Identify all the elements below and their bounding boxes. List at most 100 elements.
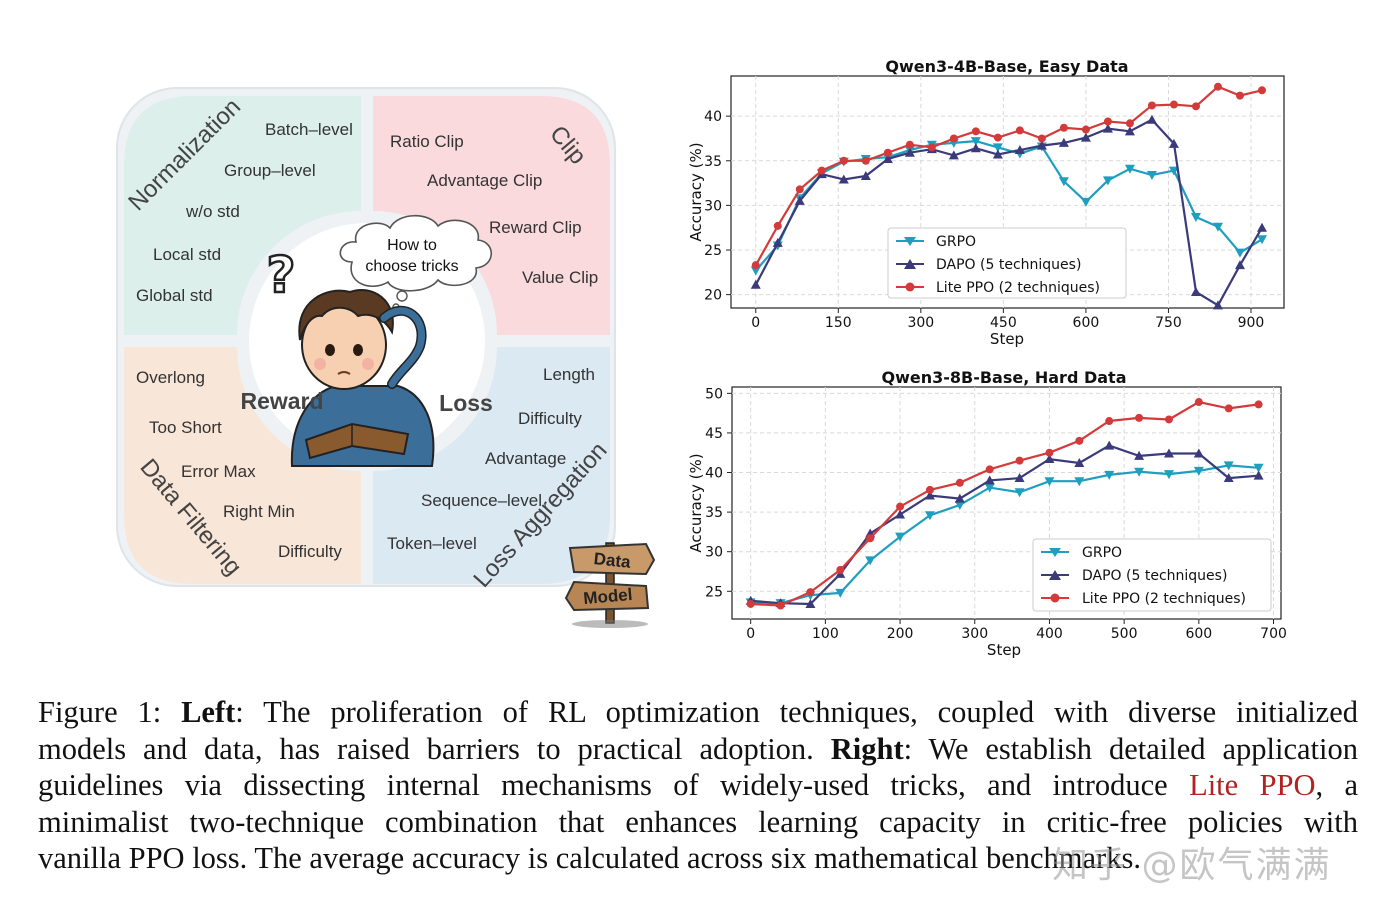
data-point-dapo-5-techniques bbox=[1124, 126, 1135, 136]
data-point-dapo-5-techniques bbox=[948, 150, 959, 160]
caption-text: guidelines via dissecting internal mecha… bbox=[38, 768, 1190, 803]
data-point-dapo-5-techniques bbox=[984, 475, 995, 485]
caption-text: : The proliferation of RL optimization t… bbox=[235, 695, 1358, 729]
data-point-dapo-5-techniques bbox=[794, 195, 805, 205]
data-point-lite-ppo-2-techniques bbox=[866, 534, 875, 543]
confused-boy-illustration bbox=[290, 289, 435, 467]
data-point-grpo bbox=[1234, 248, 1245, 258]
data-point-lite-ppo-2-techniques bbox=[971, 127, 980, 136]
data-point-grpo bbox=[835, 588, 846, 598]
norm-item: Local std bbox=[153, 245, 221, 264]
data-point-dapo-5-techniques bbox=[805, 598, 816, 608]
caption-line-4: minimalist two-technique combination tha… bbox=[38, 804, 1358, 839]
x-tick-label: 450 bbox=[990, 315, 1017, 331]
data-point-dapo-5-techniques bbox=[838, 174, 849, 184]
data-point-lite-ppo-2-techniques bbox=[1037, 134, 1046, 143]
y-ticks: 20 25 30 35 40 bbox=[704, 109, 731, 304]
data-point-dapo-5-techniques bbox=[1080, 132, 1091, 142]
y-tick-label: 40 bbox=[704, 109, 722, 125]
legend-label: GRPO bbox=[1082, 545, 1122, 561]
series-layer bbox=[745, 398, 1264, 610]
x-tick-label: 300 bbox=[907, 315, 934, 331]
loss-item: Difficulty bbox=[518, 409, 582, 428]
data-filtering-quadrant bbox=[124, 347, 361, 584]
data-point-grpo bbox=[1163, 470, 1174, 480]
caption-text: models and data, has raised barriers to … bbox=[38, 731, 831, 766]
y-axis-label: Accuracy (%) bbox=[687, 142, 705, 241]
data-point-dapo-5-techniques bbox=[1074, 458, 1085, 468]
data-point-lite-ppo-2-techniques bbox=[985, 465, 994, 474]
loss-aggregation-quadrant bbox=[373, 347, 610, 584]
loss-item: Advantage bbox=[485, 449, 566, 468]
data-point-dapo-5-techniques bbox=[1036, 140, 1047, 150]
y-tick-label: 35 bbox=[704, 154, 722, 170]
data-point-dapo-5-techniques bbox=[1146, 114, 1157, 124]
norm-item: Batch–level bbox=[265, 120, 353, 139]
data-point-grpo bbox=[1058, 177, 1069, 187]
data-point-grpo bbox=[1212, 222, 1223, 232]
filter-item: Error Max bbox=[181, 462, 256, 481]
data-point-grpo bbox=[1168, 166, 1179, 176]
data-point-dapo-5-techniques bbox=[860, 170, 871, 180]
data-point-grpo bbox=[1146, 171, 1157, 181]
y-tick-label: 35 bbox=[705, 505, 723, 521]
clip-item: Reward Clip bbox=[489, 218, 582, 237]
data-point-dapo-5-techniques bbox=[970, 143, 981, 153]
legend-label: Lite PPO (2 techniques) bbox=[936, 280, 1100, 296]
data-point-grpo bbox=[1256, 235, 1267, 245]
caption-line-1: Figure 1: Left: The proliferation of RL … bbox=[38, 694, 1358, 731]
data-point-dapo-5-techniques bbox=[904, 147, 915, 157]
x-tick-label: 100 bbox=[812, 626, 839, 642]
data-point-grpo bbox=[970, 137, 981, 147]
data-point-lite-ppo-2-techniques bbox=[1135, 413, 1144, 422]
loss-label: Loss bbox=[439, 390, 493, 416]
data-point-dapo-5-techniques bbox=[1044, 454, 1055, 464]
data-point-lite-ppo-2-techniques bbox=[883, 148, 892, 157]
x-axis-label: Step bbox=[990, 330, 1024, 348]
data-point-lite-ppo-2-techniques bbox=[993, 133, 1002, 142]
chart-hard-data: Qwen3-8B-Base, Hard Data 0 100 200 300 400 50… bbox=[687, 368, 1287, 659]
data-point-grpo bbox=[992, 143, 1003, 153]
data-point-dapo-5-techniques bbox=[1256, 222, 1267, 232]
y-tick-label: 50 bbox=[705, 386, 723, 402]
data-point-lite-ppo-2-techniques bbox=[1164, 415, 1173, 424]
x-ticks: 0 150 300 450 600 750 900 bbox=[751, 308, 1264, 331]
data-point-lite-ppo-2-techniques bbox=[925, 485, 934, 494]
figure: Normalization Clip Data Filtering Loss A… bbox=[116, 57, 1287, 659]
reward-label: Reward bbox=[240, 388, 323, 414]
series-line-lite-ppo-2-techniques bbox=[750, 400, 1259, 607]
data-point-dapo-5-techniques bbox=[1014, 145, 1025, 155]
x-axis-label: Step bbox=[987, 641, 1021, 659]
y-tick-label: 25 bbox=[705, 584, 723, 600]
data-point-lite-ppo-2-techniques bbox=[795, 185, 804, 194]
data-point-lite-ppo-2-techniques bbox=[1125, 119, 1134, 128]
clip-item: Advantage Clip bbox=[427, 171, 542, 190]
data-point-dapo-5-techniques bbox=[1193, 448, 1204, 458]
data-point-dapo-5-techniques bbox=[882, 153, 893, 163]
data-point-dapo-5-techniques bbox=[1212, 300, 1223, 310]
techniques-diagram: Normalization Clip Data Filtering Loss A… bbox=[116, 87, 656, 628]
chart-easy-data: Qwen3-4B-Base, Easy Data 0 150 300 450 600 75… bbox=[687, 57, 1285, 348]
y-tick-label: 20 bbox=[704, 288, 722, 304]
legend: GRPO DAPO (5 techniques) Lite PPO (2 tec… bbox=[1032, 538, 1272, 612]
data-point-dapo-5-techniques bbox=[750, 279, 761, 289]
data-point-dapo-5-techniques bbox=[1104, 440, 1115, 450]
clip-item: Value Clip bbox=[522, 268, 598, 287]
x-tick-label: 0 bbox=[746, 626, 755, 642]
y-ticks: 25 30 35 40 45 50 bbox=[705, 386, 732, 600]
legend-marker-grpo bbox=[1049, 548, 1061, 557]
series-layer bbox=[750, 82, 1267, 310]
caption-lite-ppo-link[interactable]: Lite PPO bbox=[1189, 768, 1316, 803]
data-point-lite-ppo-2-techniques bbox=[861, 156, 870, 165]
legend-marker-liteppo bbox=[1050, 593, 1060, 603]
data-point-lite-ppo-2-techniques bbox=[949, 134, 958, 143]
data-point-lite-ppo-2-techniques bbox=[1147, 101, 1156, 110]
bubble-line-2: choose tricks bbox=[365, 258, 458, 275]
data-point-lite-ppo-2-techniques bbox=[751, 261, 760, 270]
legend-label: DAPO (5 techniques) bbox=[936, 257, 1081, 273]
caption-bold-left: Left bbox=[181, 695, 236, 729]
data-point-dapo-5-techniques bbox=[1234, 260, 1245, 270]
data-point-grpo bbox=[1193, 466, 1204, 476]
data-point-grpo bbox=[1080, 197, 1091, 207]
data-point-lite-ppo-2-techniques bbox=[1257, 86, 1266, 95]
